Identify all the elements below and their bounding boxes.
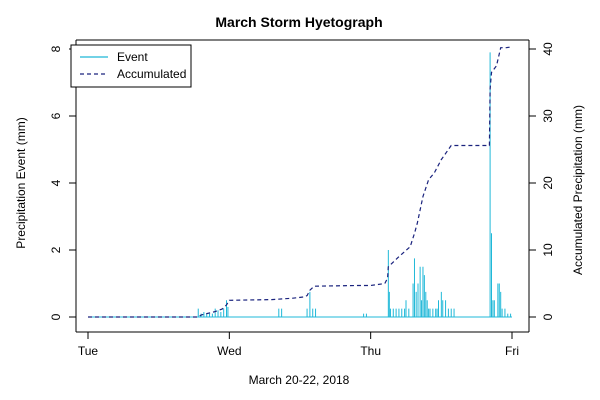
y-axis-right-label: Accumulated Precipitation (mm) (571, 105, 585, 275)
legend-box (70, 44, 192, 88)
x-tick-label: Thu (360, 344, 381, 358)
accumulated-line (88, 46, 511, 318)
y-left-tick-label: 6 (49, 112, 63, 119)
chart-title: March Storm Hyetograph (215, 14, 382, 30)
legend: Event Accumulated (70, 44, 192, 88)
y-axis-left-label: Precipitation Event (mm) (14, 117, 28, 248)
x-tick-label: Tue (78, 344, 99, 358)
y-left-tick-label: 4 (49, 179, 63, 186)
x-axis-label: March 20-22, 2018 (249, 373, 350, 387)
y-right-tick-label: 30 (541, 109, 555, 123)
axes (75, 39, 530, 333)
x-tick-label: Wed (217, 344, 241, 358)
y-left-tick-label: 2 (49, 246, 63, 253)
accumulated-series (88, 46, 511, 318)
y-left-tick-label: 0 (49, 313, 63, 320)
y-left-tick-label: 8 (49, 45, 63, 52)
x-tick-label: Fri (505, 344, 519, 358)
event-series (88, 52, 512, 318)
axis-ticks: Tue Wed Thu Fri 0 2 4 6 8 0 10 20 30 40 (49, 42, 555, 358)
y-right-tick-label: 0 (541, 313, 555, 320)
y-right-tick-label: 10 (541, 243, 555, 257)
legend-event-label: Event (117, 50, 148, 64)
legend-accumulated-label: Accumulated (117, 67, 186, 81)
y-right-tick-label: 20 (541, 176, 555, 190)
y-right-tick-label: 40 (541, 42, 555, 56)
